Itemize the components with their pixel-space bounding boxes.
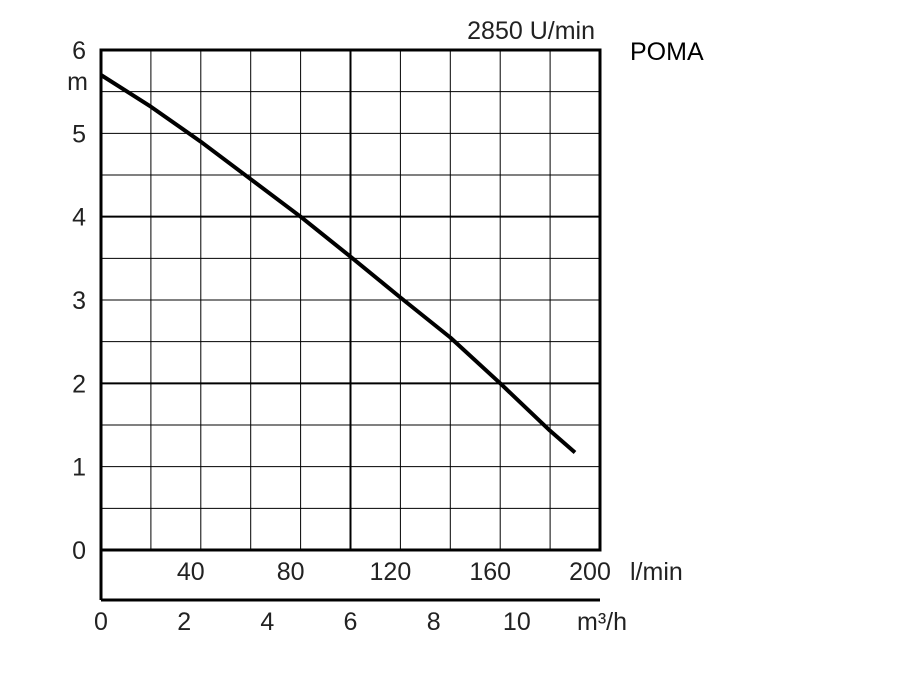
- y-tick-label: 5: [72, 120, 86, 148]
- y-tick-label: 0: [72, 537, 86, 565]
- x-m3h-tick-label: 4: [260, 608, 274, 636]
- x-lmin-tick-label: 120: [370, 558, 412, 586]
- y-tick-label: 1: [72, 454, 86, 482]
- y-tick-label: 3: [72, 287, 86, 315]
- chart-title: POMA: [630, 38, 704, 66]
- x-m3h-unit-label: m³/h: [577, 608, 627, 636]
- x-m3h-tick-label: 0: [94, 608, 108, 636]
- x-m3h-tick-label: 6: [344, 608, 358, 636]
- x-lmin-tick-label: 200: [569, 558, 611, 586]
- plot-border: [99, 48, 602, 552]
- x-m3h-tick-label: 10: [503, 608, 531, 636]
- curve-layer: [99, 73, 577, 455]
- speed-label: 2850 U/min: [467, 17, 595, 45]
- x-m3h-tick-label: 2: [177, 608, 191, 636]
- plot-frame: [99, 48, 602, 602]
- tick-labels: 0 1 2 3 4 5 6 40 80 120 160 200 0 2 4 6 8 10: [72, 37, 611, 636]
- y-tick-label: 4: [72, 204, 86, 232]
- x-lmin-tick-label: 40: [177, 558, 205, 586]
- series-line: [99, 73, 577, 455]
- y-axis-unit-label: m: [67, 68, 88, 96]
- x-lmin-unit-label: l/min: [630, 558, 683, 586]
- x-lmin-tick-label: 160: [469, 558, 511, 586]
- y-tick-label: 2: [72, 370, 86, 398]
- y-tick-label: 6: [72, 37, 86, 65]
- x-m3h-tick-label: 8: [427, 608, 441, 636]
- x-lmin-tick-label: 80: [277, 558, 305, 586]
- grid: [101, 50, 600, 550]
